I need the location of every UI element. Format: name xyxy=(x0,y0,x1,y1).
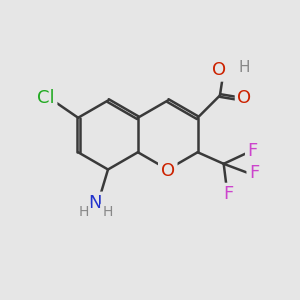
Text: F: F xyxy=(249,164,260,182)
Text: H: H xyxy=(78,205,88,219)
Text: O: O xyxy=(212,61,226,79)
Text: O: O xyxy=(237,89,252,107)
Text: O: O xyxy=(161,162,175,180)
Text: H: H xyxy=(102,205,112,219)
Text: F: F xyxy=(223,185,233,203)
Text: N: N xyxy=(88,194,102,212)
Text: Cl: Cl xyxy=(37,89,55,107)
Text: H: H xyxy=(238,60,250,75)
Text: F: F xyxy=(248,142,258,160)
